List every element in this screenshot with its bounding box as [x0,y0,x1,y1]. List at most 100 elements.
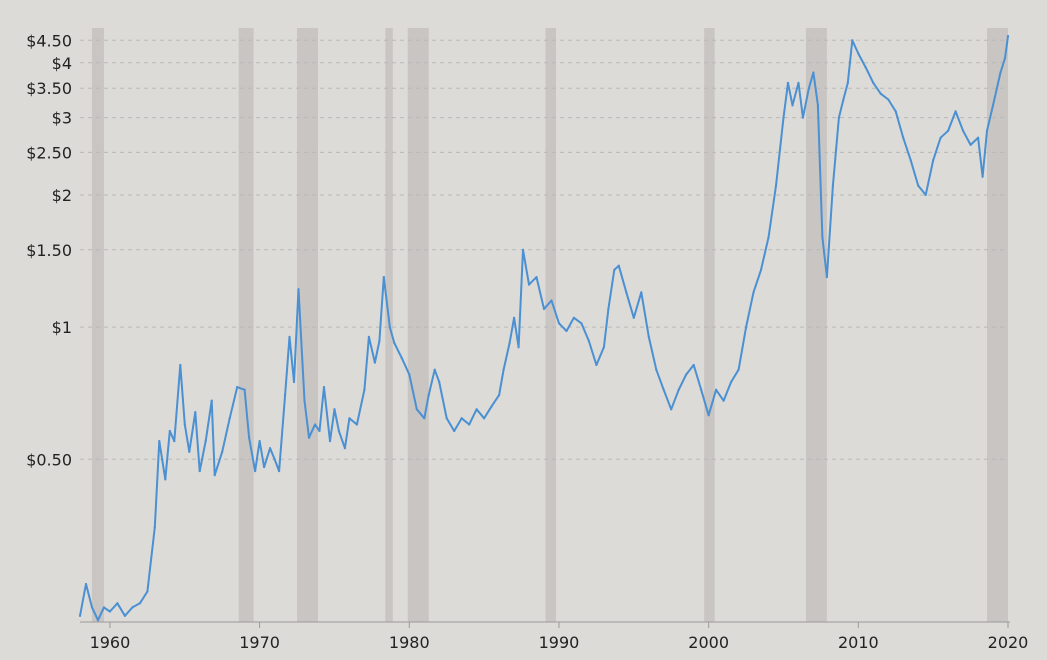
data-point [297,288,300,291]
data-point [373,361,376,364]
data-point [572,316,576,319]
x-tick-label: 1960 [90,633,131,652]
data-point [445,417,448,420]
data-point [322,386,326,389]
data-point [846,81,849,84]
gridlines [80,39,1008,460]
data-point [408,373,411,376]
data-point [490,405,493,408]
data-point [947,129,950,132]
data-point [116,602,119,605]
data-point [423,417,426,420]
data-point [851,39,854,42]
data-point [557,322,561,325]
data-point [427,394,430,397]
data-point [188,450,191,453]
data-point [825,275,828,279]
data-point [303,399,306,402]
data-point [625,291,628,294]
data-point [580,322,583,325]
recession-band-6 [704,28,715,622]
data-point [164,478,167,481]
data-point [194,411,197,414]
data-point [273,458,276,461]
data-point [791,104,794,107]
data-point [292,380,296,384]
data-point [221,450,224,453]
data-point [744,326,748,329]
recession-band-0 [91,28,104,622]
data-point [917,184,920,187]
data-point [204,440,207,443]
data-point [508,341,511,345]
data-point [976,136,980,139]
data-point [131,606,134,609]
data-point [483,417,486,420]
data-point [924,193,927,197]
data-point [318,429,321,433]
data-point [837,116,840,119]
data-point [797,81,800,84]
data-point [640,291,643,294]
data-point [617,264,620,267]
data-point [96,619,100,622]
recession-band-5 [545,28,556,622]
data-point [685,373,688,376]
data-point [1006,35,1010,38]
data-point [277,469,281,473]
data-point [333,408,336,411]
data-point [198,469,201,473]
data-point [108,610,112,613]
data-point [1003,56,1007,60]
data-point [146,590,149,593]
data-point [497,394,501,397]
data-point [707,414,710,417]
recession-band-1 [238,28,254,622]
data-point [607,307,610,311]
data-point [263,465,266,469]
y-tick-label: $1 [52,318,72,337]
y-axis-ticks: $4.50 $4 $3.50 $3 $2.50 $2 $1.50 $1 $0.50 [26,31,72,469]
data-point [236,386,239,389]
data-point [328,440,332,443]
data-point [864,66,867,69]
data-point [647,335,650,338]
data-point [821,236,824,239]
data-point [932,159,935,162]
data-point [670,408,673,411]
data-point [210,399,213,402]
data-point [307,436,311,439]
x-tick-label: 1990 [539,633,580,652]
data-point [460,417,463,420]
data-point [183,423,186,426]
data-point [961,129,965,132]
x-axis-ticks: 1960 1970 1980 1990 2000 2010 2020 [90,622,1028,652]
data-point [123,614,127,617]
data-point [243,388,246,391]
data-point [355,423,359,426]
data-point [909,159,912,162]
data-point [587,339,591,343]
y-tick-label: $2.50 [26,143,72,162]
y-tick-label: $3.50 [26,79,72,98]
data-point [382,275,385,279]
data-point [872,81,875,84]
data-point [502,368,505,371]
y-tick-label: $3 [52,109,72,128]
data-point [102,606,106,609]
y-tick-label: $4 [52,54,72,73]
data-point [981,175,984,178]
data-point [433,368,436,371]
data-point [737,368,740,371]
data-point [677,388,680,391]
data-point [400,357,403,360]
recession-band-7 [805,28,827,622]
data-point [254,469,257,473]
recession-bands [91,28,1008,622]
data-point [595,363,598,367]
data-point [313,423,317,426]
data-point [842,98,845,101]
data-point [759,268,763,271]
